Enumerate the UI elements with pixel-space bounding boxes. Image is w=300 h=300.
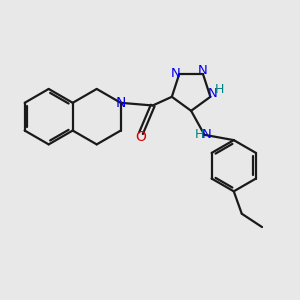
Text: N: N (202, 128, 212, 141)
Text: N: N (171, 67, 181, 80)
Text: O: O (135, 130, 146, 144)
Text: N: N (116, 96, 126, 110)
Text: N: N (208, 87, 218, 100)
Text: H: H (194, 128, 204, 141)
Text: H: H (215, 83, 224, 96)
Text: N: N (198, 64, 208, 77)
